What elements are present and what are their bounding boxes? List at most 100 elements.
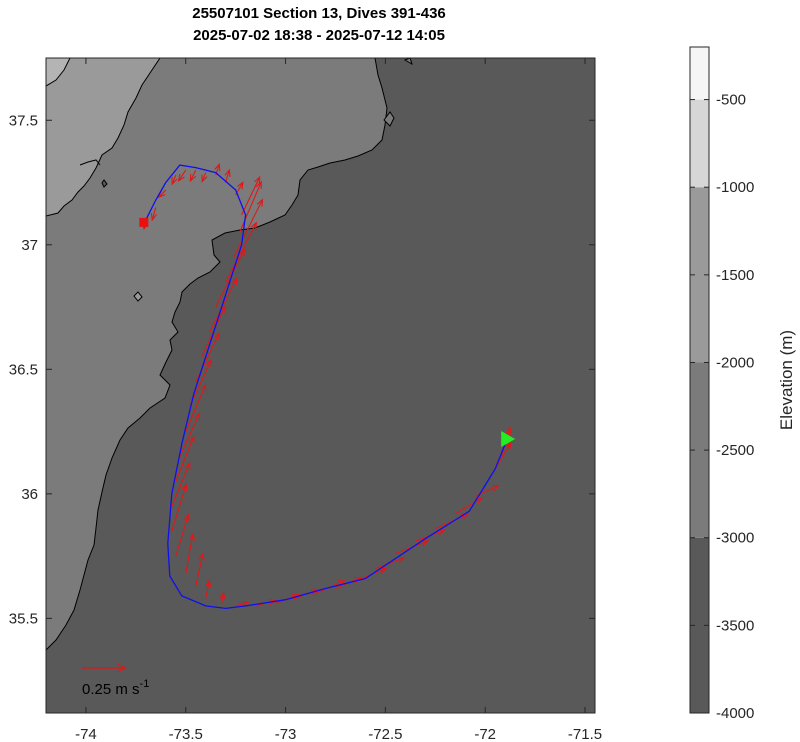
x-tick-label: -71.5	[568, 726, 602, 742]
x-tick-label: -73.5	[169, 726, 203, 742]
depth-band-2000	[46, 58, 161, 217]
x-axis: -74 -73.5 -73 -72.5 -72 -71.5	[75, 58, 602, 742]
colorbar-tick-label: -2000	[716, 354, 754, 371]
scale-arrow-text: 0.25 m s	[82, 681, 140, 698]
y-tick-label: 37.5	[9, 112, 38, 129]
current-vector-shaft	[185, 533, 194, 574]
current-vector	[189, 169, 197, 183]
current-vector-shaft	[151, 207, 157, 221]
current-vector-head	[505, 426, 512, 435]
current-vector	[171, 174, 178, 186]
current-vector-head	[200, 383, 207, 392]
current-vector-shaft	[189, 359, 212, 407]
current-vector-shaft	[171, 484, 187, 532]
current-vector-shaft	[375, 557, 405, 570]
colorbar-band	[690, 47, 709, 100]
colorbar-tick-label: -2500	[716, 442, 754, 459]
scale-arrow-exponent: -1	[140, 678, 150, 690]
current-vector-head	[491, 484, 500, 492]
current-vector-head	[204, 579, 212, 588]
current-vector-head	[397, 556, 406, 563]
bathymetry-contours	[46, 58, 413, 651]
x-tick-label: -72	[474, 726, 496, 742]
current-vector-shaft	[175, 514, 189, 557]
current-vector-head	[188, 532, 196, 541]
current-vector-shaft	[201, 172, 207, 182]
current-vector-shaft	[171, 174, 177, 185]
current-vector	[185, 532, 196, 574]
current-vector-shaft	[171, 462, 191, 507]
current-vector-head	[250, 221, 257, 230]
seamount-contour	[133, 291, 143, 302]
colorbar-band	[690, 537, 709, 713]
depth-band-3000	[46, 58, 388, 651]
y-tick-label: 37	[21, 237, 38, 254]
x-tick-label: -74	[75, 726, 97, 742]
colorbar-tick-label: -1500	[716, 267, 754, 284]
colorbar-ticks: -500 -1000 -1500 -2000 -2500 -3000 -3500 -4000	[690, 92, 754, 722]
island-contour	[383, 111, 395, 127]
colorbar-band	[690, 99, 709, 188]
current-vector-head	[198, 552, 205, 561]
map-panel: 0.25 m s-1	[45, 57, 596, 714]
current-vector-shaft	[205, 580, 210, 599]
current-vector-shaft	[209, 277, 238, 333]
current-vector	[179, 411, 201, 457]
current-vector	[375, 556, 406, 570]
scale-arrow: 0.25 m s-1	[82, 663, 150, 698]
current-vector-head	[504, 441, 512, 450]
colorbar-tick-label: -500	[716, 92, 746, 109]
title-line-2: 2025-07-02 18:38 - 2025-07-12 14:05	[193, 27, 445, 44]
current-vector-head	[231, 276, 238, 285]
title-line-1: 25507101 Section 13, Dives 391-436	[192, 5, 446, 22]
current-vector	[241, 175, 261, 216]
current-vector-head	[194, 411, 201, 421]
colorbar-bands	[690, 47, 709, 713]
current-vector-head	[310, 588, 319, 595]
colorbar-tick-label: -4000	[716, 705, 754, 722]
current-vector-shaft	[241, 176, 261, 216]
colorbar-tick-label: -3000	[716, 530, 754, 547]
current-vector-shaft	[178, 169, 187, 182]
x-tick-label: -72.5	[368, 726, 402, 742]
scale-arrow-head	[116, 663, 127, 673]
current-vector	[150, 207, 158, 222]
glider-layer	[139, 162, 516, 610]
x-tick-label: -73	[275, 726, 297, 742]
current-vector-head	[255, 180, 262, 189]
y-tick-label: 36.5	[9, 361, 38, 378]
current-vector	[204, 579, 212, 599]
current-vector-head	[291, 593, 301, 600]
current-vector	[189, 358, 212, 407]
current-vector-shaft	[435, 513, 468, 530]
current-vector-head	[219, 591, 226, 600]
current-vector-head	[177, 173, 185, 183]
current-vector-head	[183, 513, 190, 522]
colorbar-tick-label: -3500	[716, 617, 754, 634]
colorbar-band	[690, 362, 709, 538]
current-vector-head	[181, 483, 188, 492]
current-vector-shaft	[239, 181, 262, 233]
seamount-contour	[101, 179, 108, 188]
current-vector-head	[236, 181, 244, 190]
current-vector-head	[189, 173, 197, 183]
y-axis: 35.5 36 36.5 37 37.5	[9, 112, 595, 627]
current-vector-head	[256, 198, 264, 207]
current-vector-head	[214, 162, 221, 172]
start-marker	[139, 217, 149, 227]
current-vector	[209, 276, 238, 333]
current-vector-shaft	[225, 222, 257, 283]
current-vector	[239, 180, 262, 233]
current-vector-shaft	[175, 436, 195, 482]
current-vector	[225, 221, 257, 283]
current-vector	[219, 591, 226, 604]
current-vector-shaft	[454, 497, 483, 515]
current-vector	[233, 198, 264, 258]
map-frame	[45, 57, 596, 714]
current-vector-head	[201, 174, 208, 183]
colorbar-frame	[689, 46, 710, 714]
current-vector	[175, 435, 195, 482]
current-vector-head	[171, 177, 178, 186]
colorbar-label: Elevation (m)	[777, 330, 796, 430]
